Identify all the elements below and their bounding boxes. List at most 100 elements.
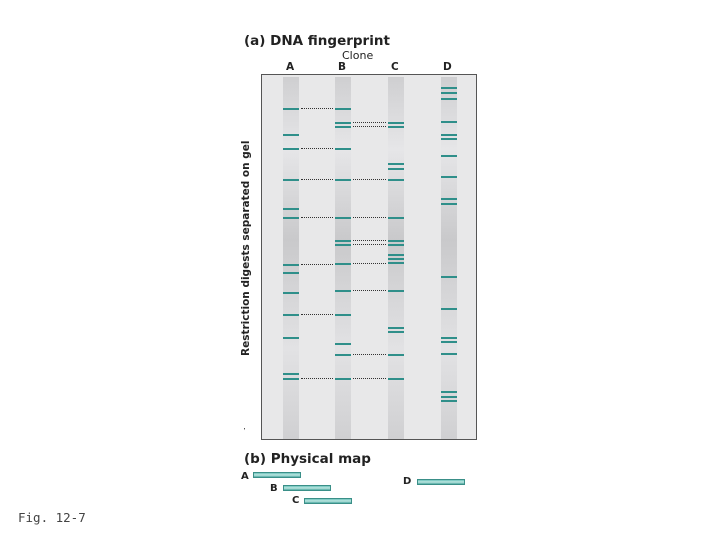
band: [335, 244, 351, 246]
match-line: [301, 148, 333, 149]
match-line: [353, 240, 386, 241]
match-line: [353, 263, 386, 264]
band: [335, 354, 351, 356]
band: [335, 378, 351, 380]
match-line: [353, 378, 386, 379]
band: [335, 217, 351, 219]
lane-letter-a: A: [286, 61, 295, 73]
band: [283, 134, 299, 136]
band: [441, 87, 457, 89]
band: [335, 179, 351, 181]
band: [388, 179, 404, 181]
band: [388, 240, 404, 242]
axis-arrow: [244, 428, 245, 431]
band: [283, 373, 299, 375]
fingerprint-title: (a) DNA fingerprint: [244, 33, 390, 49]
band: [441, 400, 457, 402]
match-line: [301, 264, 333, 265]
band: [283, 208, 299, 210]
band: [283, 378, 299, 380]
band: [283, 148, 299, 150]
band: [388, 168, 404, 170]
band: [441, 138, 457, 140]
match-line: [301, 108, 333, 109]
map-bar-d: [417, 479, 465, 485]
band: [388, 126, 404, 128]
band: [335, 290, 351, 292]
band: [388, 331, 404, 333]
band: [283, 264, 299, 266]
band: [441, 391, 457, 393]
band: [441, 176, 457, 178]
band: [388, 354, 404, 356]
match-line: [301, 217, 333, 218]
band: [441, 98, 457, 100]
lane-d: [441, 77, 457, 439]
band: [441, 92, 457, 94]
band: [388, 290, 404, 292]
band: [388, 122, 404, 124]
band: [283, 217, 299, 219]
band: [441, 121, 457, 123]
band: [335, 108, 351, 110]
band: [335, 122, 351, 124]
match-line: [353, 179, 386, 180]
band: [283, 314, 299, 316]
match-line: [301, 378, 333, 379]
map-label-d: D: [403, 476, 412, 487]
band: [388, 244, 404, 246]
match-line: [353, 126, 386, 127]
lane-letter-b: B: [338, 61, 347, 73]
map-label-b: B: [270, 483, 278, 494]
map-label-a: A: [241, 471, 249, 482]
match-line: [353, 217, 386, 218]
band: [441, 396, 457, 398]
band: [388, 163, 404, 165]
band: [283, 292, 299, 294]
axis-label: Restriction digests separated on gel: [240, 140, 252, 357]
lane-letter-d: D: [443, 61, 452, 73]
lane-letter-c: C: [391, 61, 399, 73]
band: [283, 272, 299, 274]
band: [388, 262, 404, 264]
band: [441, 337, 457, 339]
band: [441, 203, 457, 205]
band: [441, 276, 457, 278]
map-bar-b: [283, 485, 331, 491]
band: [441, 308, 457, 310]
band: [283, 337, 299, 339]
band: [283, 108, 299, 110]
match-line: [353, 122, 386, 123]
figure-label: Fig. 12-7: [18, 510, 86, 525]
band: [441, 134, 457, 136]
band: [388, 254, 404, 256]
gel: [261, 74, 477, 440]
match-line: [353, 290, 386, 291]
band: [335, 148, 351, 150]
match-line: [301, 179, 333, 180]
band: [283, 179, 299, 181]
lane-b: [335, 77, 351, 439]
band: [335, 314, 351, 316]
match-line: [301, 314, 333, 315]
map-label-c: C: [292, 495, 300, 506]
map-bar-c: [304, 498, 352, 504]
match-line: [353, 354, 386, 355]
band: [441, 353, 457, 355]
map-bar-a: [253, 472, 301, 478]
clone-label: Clone: [342, 49, 374, 62]
band: [388, 327, 404, 329]
band: [441, 155, 457, 157]
match-line: [353, 244, 386, 245]
band: [335, 126, 351, 128]
band: [335, 343, 351, 345]
band: [388, 217, 404, 219]
band: [441, 341, 457, 343]
band: [335, 263, 351, 265]
band: [335, 240, 351, 242]
lane-a: [283, 77, 299, 439]
physical-map-title: (b) Physical map: [244, 451, 371, 467]
band: [388, 378, 404, 380]
band: [441, 198, 457, 200]
band: [388, 258, 404, 260]
